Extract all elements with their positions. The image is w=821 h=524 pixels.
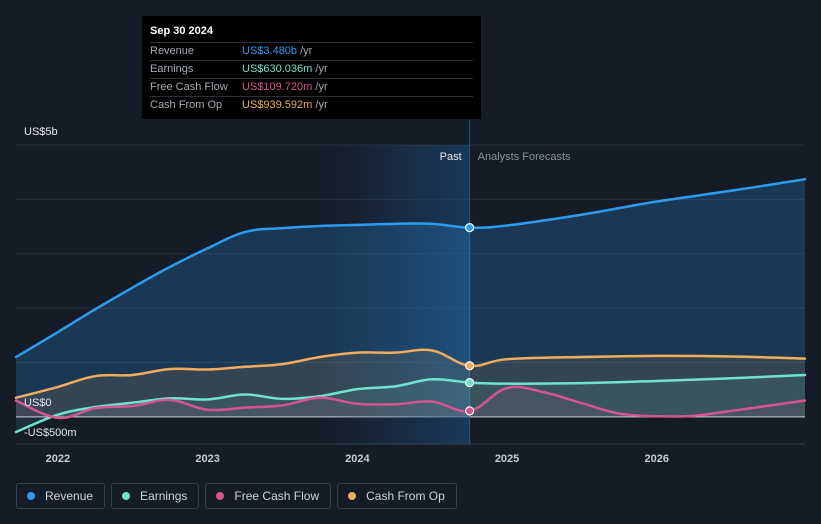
tooltip-value-number: US$3.480b: [242, 45, 298, 57]
y-axis-top-label: US$5b: [24, 126, 58, 138]
line-free-cash-flow: [14, 385, 807, 420]
marker-free-cash-flow: [465, 406, 475, 416]
tooltip-date: Sep 30 2024: [150, 25, 213, 37]
legend-item-revenue[interactable]: Revenue: [16, 483, 106, 509]
legend-item-free-cash-flow[interactable]: Free Cash Flow: [205, 483, 332, 509]
y-axis-zero-label: US$0: [24, 397, 52, 409]
tooltip-row-value: US$109.720m /yr: [242, 79, 328, 96]
y-axis-bottom-label: -US$500m: [24, 427, 77, 439]
line-revenue: [14, 178, 807, 359]
tooltip-rows: Revenue US$3.480b /yr Earnings US$630.036m …: [150, 42, 473, 114]
forecast-label: Analysts Forecasts: [478, 151, 571, 163]
legend-label: Earnings: [140, 489, 188, 503]
hover-markers: [465, 223, 475, 416]
marker-cash-from-op: [465, 361, 475, 371]
legend-dot-icon: [27, 492, 35, 500]
tooltip-row-label: Free Cash Flow: [150, 81, 228, 93]
tooltip-row-value: US$630.036m /yr: [242, 61, 328, 78]
tooltip-value-unit: /yr: [312, 99, 328, 111]
tooltip-value-unit: /yr: [312, 63, 328, 75]
past-label: Past: [440, 151, 462, 163]
tooltip-value-number: US$109.720m: [242, 81, 313, 93]
tooltip-row-value: US$939.592m /yr: [242, 97, 328, 114]
legend-item-cash-from-op[interactable]: Cash From Op: [337, 483, 457, 509]
x-tick-label: 2025: [495, 453, 519, 465]
tooltip-row-label: Revenue: [150, 45, 195, 57]
tooltip-value-number: US$630.036m: [242, 63, 313, 75]
legend-dot-icon: [348, 492, 357, 500]
legend-dot-icon: [216, 492, 225, 500]
tooltip-row-earnings: Earnings US$630.036m /yr: [150, 60, 473, 78]
tooltip-row-value: US$3.480b /yr: [242, 43, 312, 60]
tooltip-value-number: US$939.592m: [242, 99, 313, 111]
legend-label: Cash From Op: [366, 489, 445, 503]
tooltip-row-revenue: Revenue US$3.480b /yr: [150, 42, 473, 60]
tooltip-value-unit: /yr: [312, 81, 328, 93]
tooltip-row-label: Cash From Op: [150, 99, 223, 111]
x-tick-label: 2026: [645, 453, 669, 465]
tooltip-row-free-cash-flow: Free Cash Flow US$109.720m /yr: [150, 78, 473, 96]
line-cash-from-op: [14, 348, 807, 400]
tooltip: Sep 30 2024 Revenue US$3.480b /yr Earnings…: [142, 16, 481, 119]
highlight-layer: [319, 120, 471, 444]
line-earnings: [14, 373, 807, 434]
series-lines: [14, 178, 807, 434]
tooltip-value-unit: /yr: [297, 45, 313, 57]
marker-revenue: [465, 223, 475, 233]
tooltip-row-cash-from-op: Cash From Op US$939.592m /yr: [150, 96, 473, 114]
tooltip-row-label: Earnings: [150, 63, 194, 75]
legend-dot-icon: [122, 492, 131, 500]
legend-label: Revenue: [45, 489, 94, 503]
x-tick-label: 2023: [195, 453, 219, 465]
past-highlight: [319, 145, 470, 444]
x-tick-label: 2022: [46, 453, 70, 465]
marker-earnings: [465, 377, 475, 388]
axis-labels: US$5b US$0 -US$500m Past Analysts Forecasts 2…: [24, 126, 669, 465]
legend-label: Free Cash Flow: [234, 489, 320, 503]
legend-item-earnings[interactable]: Earnings: [111, 483, 200, 509]
legend: Revenue Earnings Free Cash Flow Cash From O…: [16, 483, 457, 509]
x-tick-label: 2024: [345, 453, 370, 465]
